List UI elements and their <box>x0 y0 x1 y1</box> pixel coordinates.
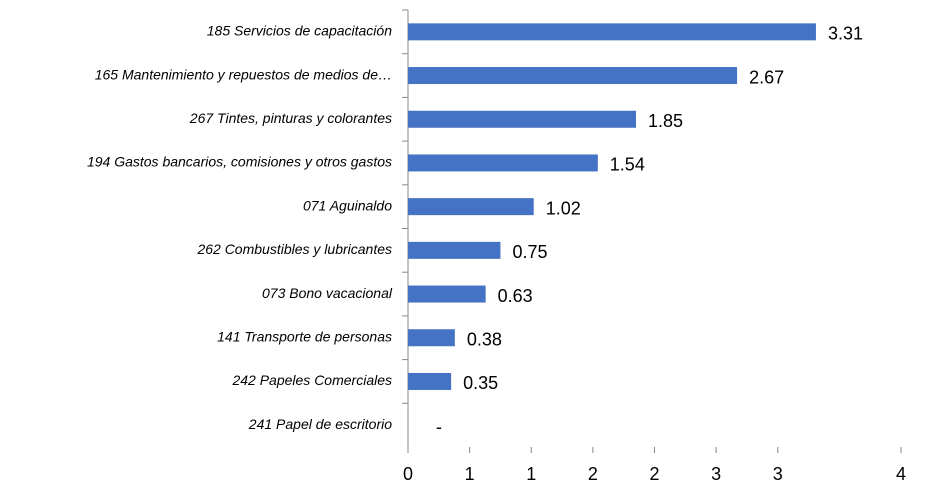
value-label: 1.54 <box>610 155 645 175</box>
value-label: 0.35 <box>463 373 498 393</box>
x-tick-label: 0 <box>403 464 413 484</box>
x-tick-label: 3 <box>711 464 721 484</box>
value-label: 1.85 <box>648 111 683 131</box>
x-tick-label: 4 <box>896 464 906 484</box>
x-tick-label: 3 <box>773 464 783 484</box>
bar <box>408 23 816 41</box>
value-label: 0.63 <box>498 286 533 306</box>
category-label: 242 Papeles Comerciales <box>231 372 392 388</box>
bar <box>408 372 452 390</box>
bar <box>408 198 534 216</box>
category-label: 071 Aguinaldo <box>303 197 392 213</box>
x-tick-label: 2 <box>649 464 659 484</box>
value-label: 0.75 <box>512 242 547 262</box>
category-label: 165 Mantenimiento y repuestos de medios … <box>95 66 392 82</box>
category-label: 073 Bono vacacional <box>262 285 393 301</box>
category-label: 185 Servicios de capacitación <box>207 23 392 39</box>
value-label: - <box>436 417 442 437</box>
bar <box>408 67 738 85</box>
bar <box>408 285 486 303</box>
bar <box>408 154 598 172</box>
bar <box>408 110 637 128</box>
bar <box>408 329 455 347</box>
category-label: 241 Papel de escritorio <box>248 416 392 432</box>
category-label: 194 Gastos bancarios, comisiones y otros… <box>87 154 392 170</box>
category-label: 141 Transporte de personas <box>217 328 392 344</box>
value-label: 2.67 <box>749 67 784 87</box>
x-tick-label: 1 <box>465 464 475 484</box>
x-tick-label: 1 <box>526 464 536 484</box>
value-label: 0.38 <box>467 330 502 350</box>
value-label: 1.02 <box>546 198 581 218</box>
category-label: 262 Combustibles y lubricantes <box>196 241 392 257</box>
value-label: 3.31 <box>828 24 863 44</box>
bar <box>408 241 501 259</box>
x-tick-label: 2 <box>588 464 598 484</box>
category-label: 267 Tintes, pinturas y colorantes <box>189 110 392 126</box>
